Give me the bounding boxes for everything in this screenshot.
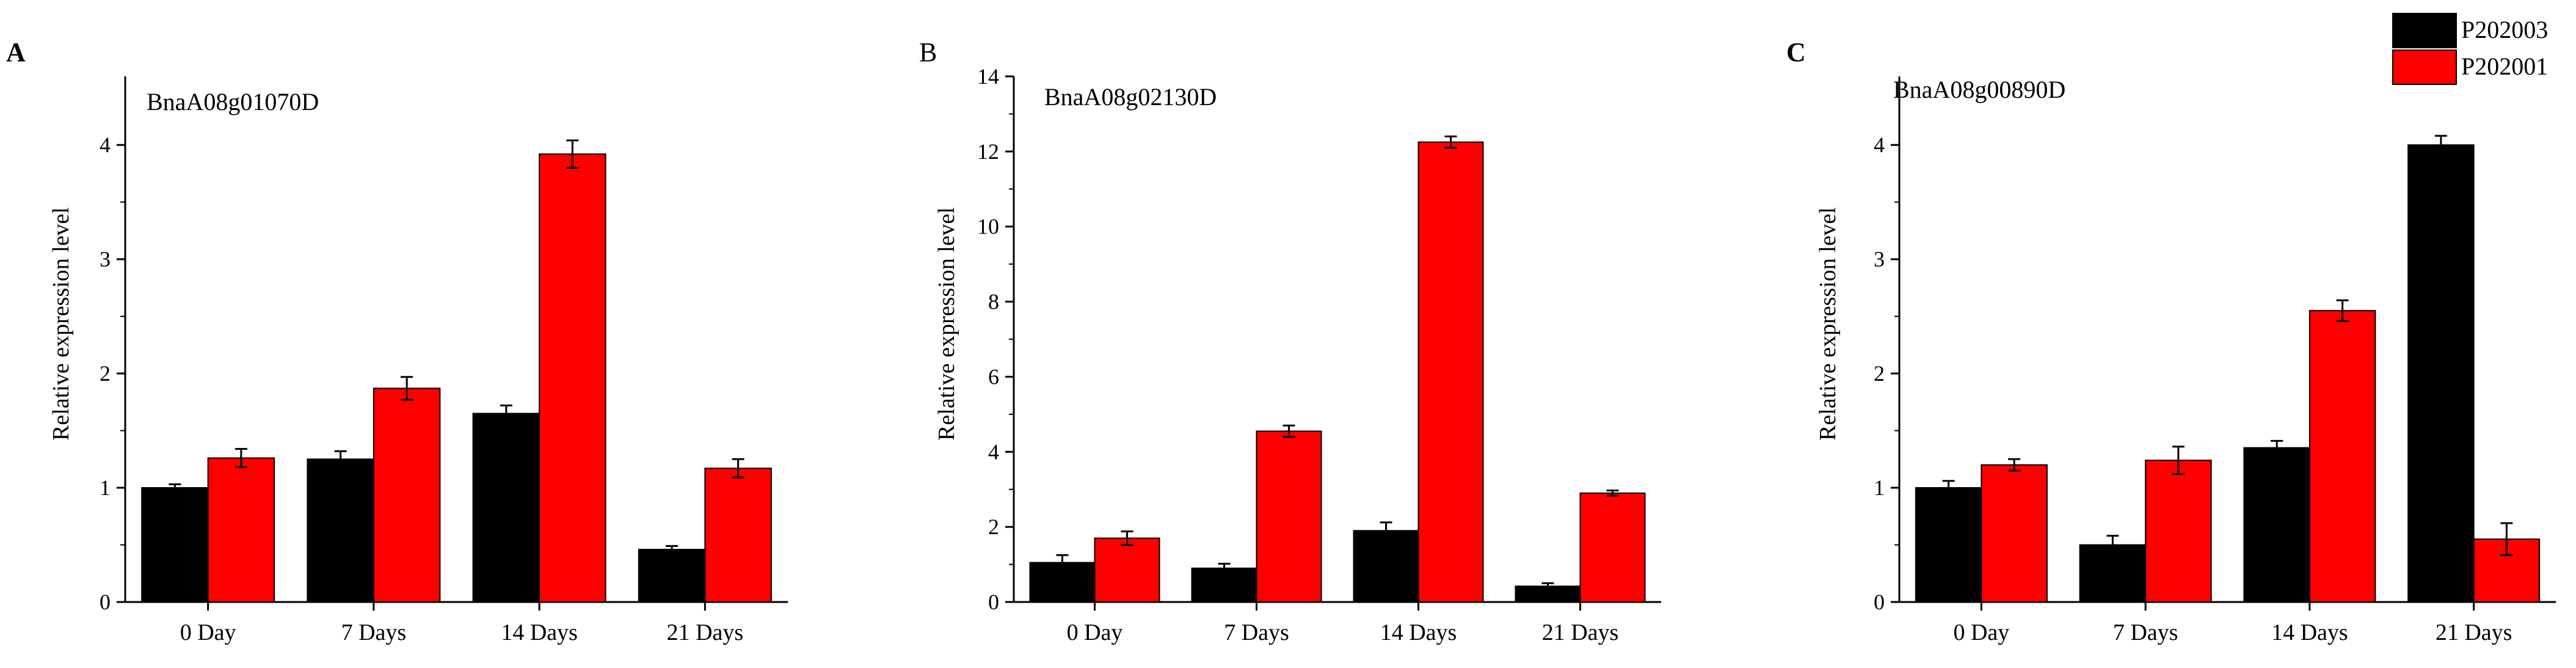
panel-b-ytick-label-1: 2	[988, 515, 999, 539]
legend-swatch-p202001	[2392, 50, 2457, 85]
panel-a-bar-p202003-0	[141, 487, 209, 603]
panel-c-ytick-label-4: 4	[1874, 133, 1885, 157]
panel-c-ytick-label-2: 2	[1874, 361, 1885, 386]
panel-b-ytick-label-4: 8	[988, 290, 999, 314]
panel-a-bar-p202001-3	[704, 468, 772, 603]
panel-c-xtick-label-3: 21 Days	[2436, 620, 2512, 645]
panel-c-ytick-label-3: 3	[1874, 247, 1885, 271]
panel-a-letter: A	[6, 37, 26, 67]
panel-b-xtick-label-1: 7 Days	[1224, 620, 1289, 645]
panel-c-bar-p202003-2	[2243, 447, 2310, 603]
panel-b-bar-p202001-0	[1094, 537, 1160, 603]
panel-a-xtick-label-1: 7 Days	[341, 620, 407, 645]
legend-swatch-p202003	[2392, 13, 2457, 48]
panel-b-bar-p202001-1	[1256, 430, 1322, 603]
panel-c-bar-p202003-3	[2407, 144, 2475, 603]
panel-c-xtick-label-1: 7 Days	[2113, 620, 2178, 645]
panel-a-xtick-label-3: 21 Days	[667, 620, 744, 645]
panel-a-bar-p202001-2	[539, 153, 606, 603]
panel-a-plot: 0 1 2 3 4 0 Day 7 Days 14 Days 21 Days	[100, 76, 788, 645]
panel-b-xtick-label-3: 21 Days	[1542, 620, 1619, 645]
panel-b-letter: B	[919, 37, 937, 67]
panel-b-ytick-label-3: 6	[988, 364, 999, 389]
panel-c-ytick-label-1: 1	[1874, 475, 1885, 500]
panel-b-xtick-label-2: 14 Days	[1380, 620, 1457, 645]
panel-a-ytick-label-0: 0	[100, 590, 111, 614]
panel-a-ytick-label-3: 3	[100, 247, 111, 271]
panel-c-bar-p202003-0	[1915, 487, 1982, 603]
panel-c-ytick-label-0: 0	[1874, 590, 1885, 614]
panel-b-plot: 0 2 4 6 8 10 12 14 0 Day 7 Days 14 Days 21 Days	[977, 64, 1661, 645]
panel-c-ylabel: Relative expression level	[1815, 207, 1841, 441]
panel-c-letter: C	[1786, 37, 1806, 67]
panel-b-ytick-label-2: 4	[988, 439, 999, 464]
panel-a-ytick-label-4: 4	[100, 133, 111, 157]
panel-a-ytick-label-1: 1	[100, 475, 111, 500]
panel-b-ytick-label-5: 10	[977, 215, 999, 239]
panel-c-title: BnaA08g00890D	[1893, 76, 2065, 103]
panel-a-bar-p202003-1	[307, 458, 374, 603]
panel-b: B BnaA08g02130D Relative expression leve…	[919, 37, 1661, 645]
panel-c-bar-p202001-1	[2145, 460, 2212, 603]
panel-a-bar-p202001-0	[207, 457, 275, 603]
panel-b-bar-p202003-2	[1353, 530, 1419, 603]
panel-a-title: BnaA08g01070D	[147, 88, 319, 116]
legend: P202003 P202001	[2392, 13, 2548, 85]
panel-a-xtick-label-0: 0 Day	[180, 620, 236, 645]
panel-c-plot: 0 1 2 3 4 0 Day 7 Days 14 Days 21 Days	[1874, 76, 2556, 645]
panel-a-bar-p202003-3	[638, 549, 706, 603]
panel-a: A BnaA08g01070D Relative expression leve…	[6, 37, 788, 645]
panel-c: C BnaA08g00890D Relative expression leve…	[1786, 37, 2556, 645]
panel-b-bar-p202003-1	[1191, 567, 1257, 603]
panel-c-bar-p202001-2	[2309, 310, 2376, 603]
legend-label-p202001: P202001	[2461, 53, 2548, 80]
panel-a-ytick-label-2: 2	[100, 361, 111, 386]
panel-b-ytick-label-7: 14	[977, 64, 999, 89]
panel-b-xtick-label-0: 0 Day	[1067, 620, 1123, 645]
panel-c-bar-p202001-0	[1981, 464, 2048, 603]
panel-b-bar-p202001-2	[1417, 141, 1484, 603]
panel-b-title: BnaA08g02130D	[1044, 83, 1217, 111]
panel-b-ytick-label-0: 0	[988, 590, 999, 614]
panel-c-xtick-label-2: 14 Days	[2271, 620, 2348, 645]
panel-c-xtick-label-0: 0 Day	[1953, 620, 2009, 645]
panel-b-ylabel: Relative expression level	[934, 207, 959, 441]
panel-a-ylabel: Relative expression level	[48, 207, 74, 441]
panel-b-bar-p202001-3	[1579, 492, 1646, 603]
panel-a-xtick-label-2: 14 Days	[501, 620, 578, 645]
panel-a-bar-p202003-2	[472, 413, 540, 603]
panel-a-bar-p202001-1	[373, 387, 441, 603]
panel-b-ytick-label-6: 12	[977, 139, 999, 164]
legend-label-p202003: P202003	[2461, 16, 2548, 43]
